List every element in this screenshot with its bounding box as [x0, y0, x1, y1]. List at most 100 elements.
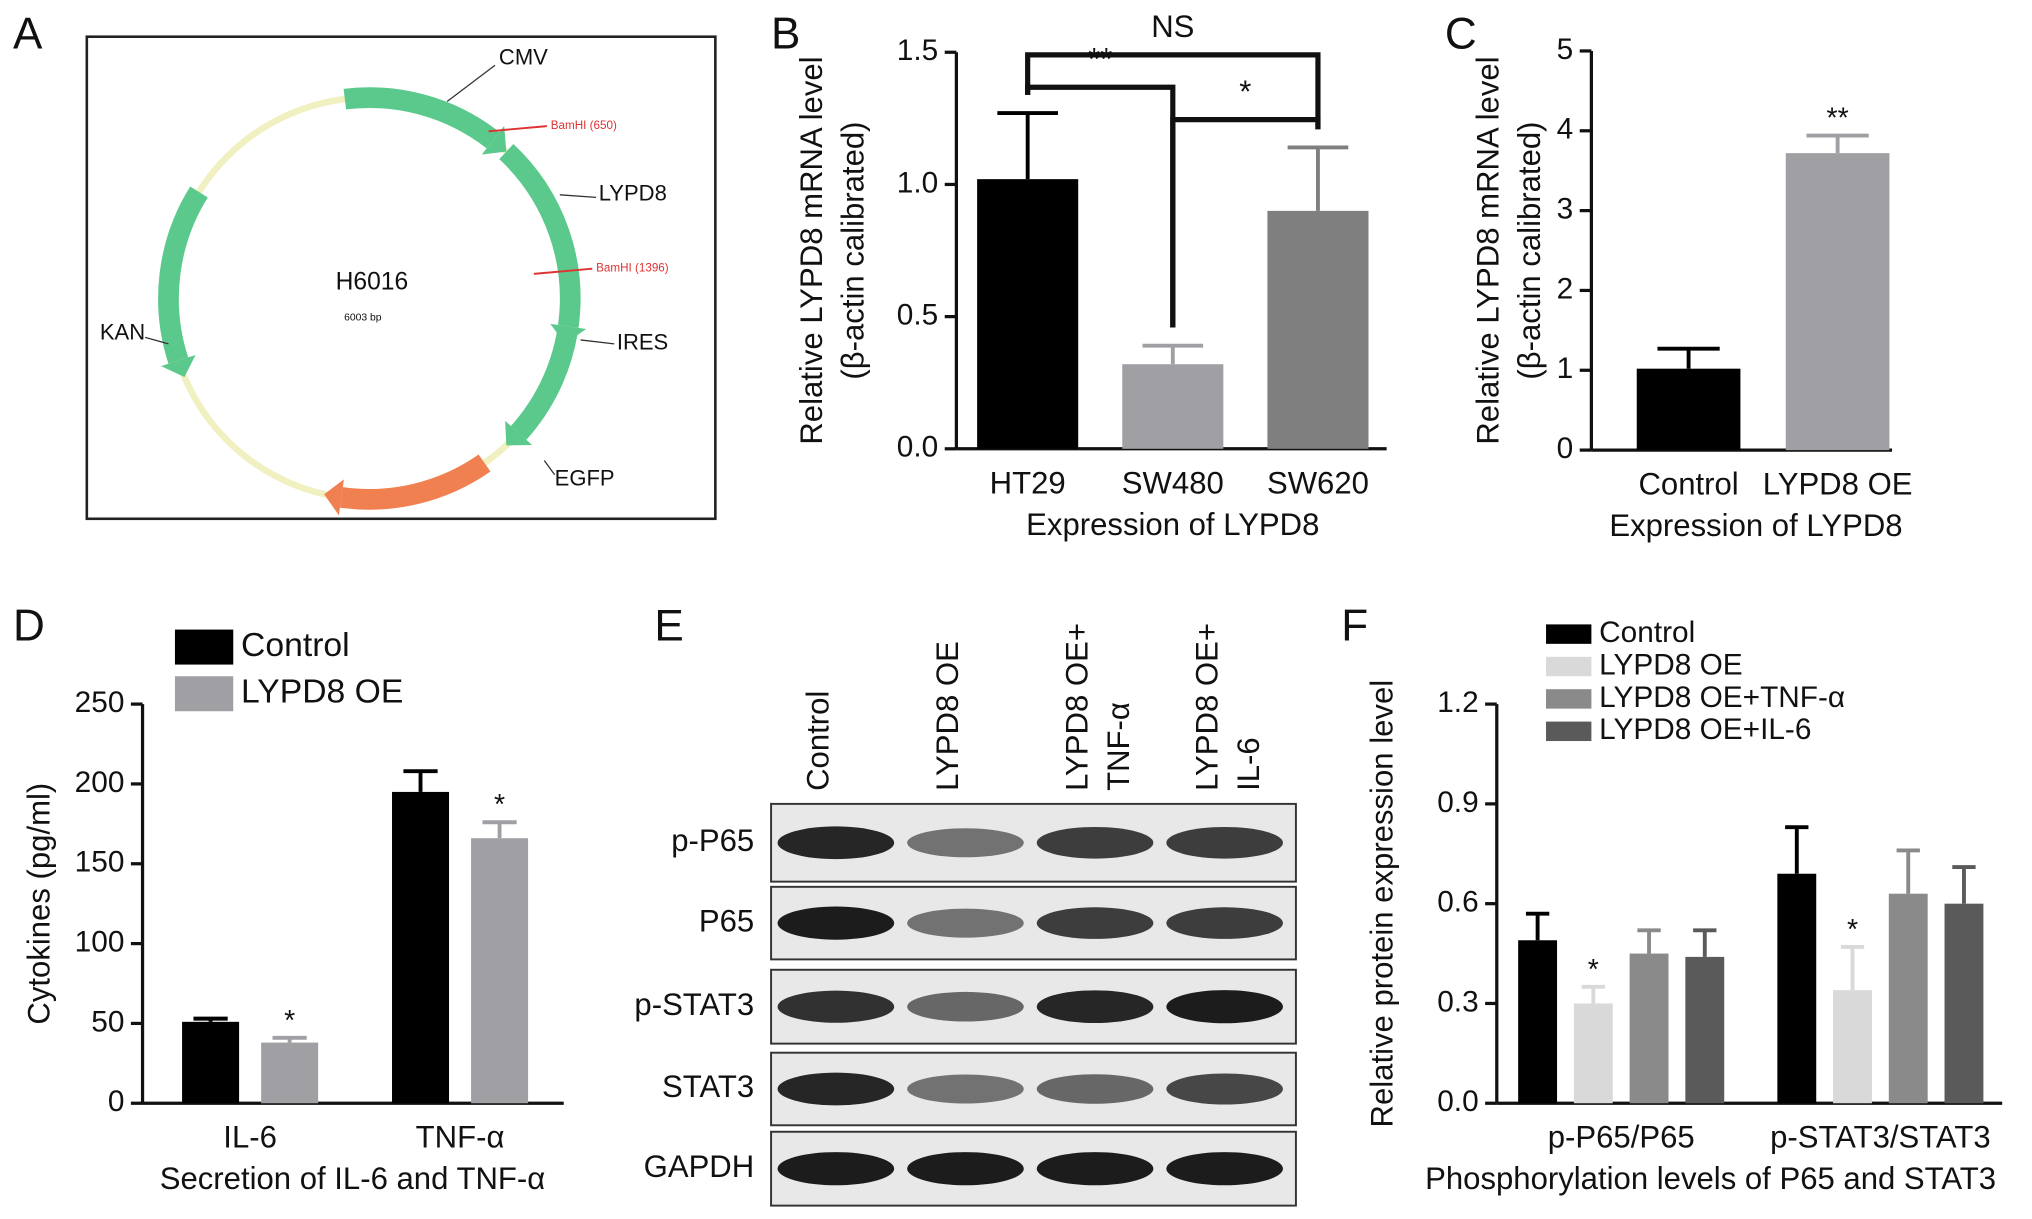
- lane-label: LYPD8 OE: [930, 641, 965, 791]
- feature-arrowhead: [505, 420, 533, 446]
- legend-label: LYPD8 OE+IL-6: [1599, 713, 1811, 746]
- x-tick-label: p-P65/P65: [1548, 1120, 1695, 1155]
- legend-label: LYPD8 OE: [241, 674, 403, 711]
- lane-label: IL-6: [1231, 737, 1266, 791]
- x-tick-label: HT29: [990, 465, 1066, 500]
- plasmid-size: 6003 bp: [344, 313, 382, 324]
- y-tick-label: 100: [75, 925, 125, 958]
- legend-swatch: [1546, 721, 1592, 742]
- y-tick-label: 2: [1557, 272, 1574, 305]
- lane-label: LYPD8 OE+: [1189, 623, 1224, 791]
- feature-label: LYPD8: [599, 181, 667, 206]
- leader-line: [559, 194, 597, 199]
- blot-band: [777, 1152, 895, 1186]
- legend-swatch: [174, 676, 234, 712]
- y-tick-label: 200: [75, 766, 125, 799]
- y-tick-label: 150: [75, 846, 125, 879]
- x-tick-label: SW480: [1122, 465, 1224, 500]
- x-tick-label: LYPD8 OE: [1763, 467, 1913, 502]
- panel-label: C: [1445, 9, 1477, 58]
- x-axis-title: Expression of LYPD8: [1609, 508, 1902, 543]
- y-tick-label: 0.5: [897, 298, 938, 331]
- row-label: p-P65: [671, 823, 754, 858]
- y-axis-title: Relative LYPD8 mRNA level: [1471, 56, 1506, 444]
- blot-band: [1166, 1073, 1283, 1105]
- y-axis-title: Cytokines (pg/ml): [22, 783, 57, 1025]
- y-tick-label: 0.6: [1437, 886, 1478, 919]
- significance-label: **: [1088, 42, 1112, 77]
- y-tick-label: 0: [108, 1085, 125, 1118]
- y-tick-label: 0.0: [897, 431, 938, 464]
- significance-bracket: [1025, 52, 1321, 130]
- bar: [1777, 873, 1817, 1104]
- leader-line: [580, 339, 615, 345]
- blot-band: [1166, 990, 1283, 1024]
- site-line: [488, 125, 547, 133]
- lane-label: LYPD8 OE+: [1060, 623, 1095, 791]
- blot-band: [907, 1074, 1024, 1104]
- y-axis-title: Relative LYPD8 mRNA level: [794, 56, 829, 444]
- bar: [1629, 953, 1669, 1104]
- blot-band: [907, 908, 1024, 938]
- row-label: STAT3: [662, 1069, 754, 1104]
- bar: [261, 1042, 319, 1104]
- blot-band: [777, 1072, 895, 1106]
- lane-label: Control: [801, 691, 836, 791]
- row-label: GAPDH: [644, 1149, 755, 1184]
- legend-swatch: [1546, 656, 1592, 677]
- y-tick-label: 1.2: [1437, 686, 1478, 719]
- feature-label: KAN: [100, 319, 145, 344]
- bar: [1944, 903, 1984, 1104]
- significance-label: *: [284, 1005, 295, 1037]
- blot-band: [777, 990, 895, 1023]
- significance-label: *: [1847, 914, 1858, 946]
- legend-label: LYPD8 OE: [1599, 648, 1743, 681]
- bar: [392, 791, 450, 1104]
- bar: [471, 838, 529, 1104]
- panel-label: D: [13, 602, 45, 651]
- panel-label: A: [13, 9, 43, 58]
- blot-band: [777, 906, 895, 940]
- y-tick-label: 1: [1557, 352, 1574, 385]
- blot-band: [1166, 1152, 1283, 1186]
- y-tick-label: 5: [1557, 33, 1574, 66]
- feature-arrowhead: [481, 125, 507, 155]
- significance-label: *: [494, 789, 505, 821]
- x-axis-title: Expression of LYPD8: [1026, 507, 1319, 542]
- y-tick-label: 0.0: [1437, 1085, 1478, 1118]
- blot-band: [1036, 907, 1154, 939]
- feature-arrowhead: [161, 354, 196, 377]
- x-axis-title: Phosphorylation levels of P65 and STAT3: [1425, 1161, 1996, 1196]
- significance-label: *: [1588, 954, 1599, 986]
- legend-swatch: [1546, 624, 1592, 644]
- bar: [1888, 893, 1928, 1104]
- bar: [977, 179, 1079, 449]
- bar: [1267, 210, 1369, 449]
- feature-label: CMV: [499, 45, 548, 70]
- blot-band: [1036, 826, 1154, 859]
- x-tick-label: TNF-α: [416, 1120, 505, 1155]
- y-tick-label: 0.9: [1437, 786, 1478, 819]
- bar: [1636, 368, 1741, 451]
- western-blot: Control LYPD8 OE LYPD8 OE+ TNF-α LYPD8 OE+ IL…: [634, 623, 1297, 1207]
- feature-arc: [499, 143, 581, 328]
- legend-swatch: [174, 629, 234, 665]
- lane-label: TNF-α: [1101, 702, 1136, 791]
- x-tick-label: IL-6: [223, 1120, 277, 1155]
- x-tick-label: Control: [1638, 467, 1738, 502]
- legend-label: LYPD8 OE+TNF-α: [1599, 681, 1845, 714]
- y-tick-label: 250: [75, 686, 125, 719]
- blot-band: [907, 991, 1024, 1022]
- blot-band: [777, 826, 895, 860]
- y-tick-label: 3: [1557, 192, 1574, 225]
- feature-arc: [510, 331, 578, 440]
- y-tick-label: 0: [1557, 432, 1574, 465]
- significance-label: **: [1827, 103, 1849, 135]
- row-label: P65: [699, 903, 754, 938]
- y-axis-title: (β-actin calibrated): [1512, 121, 1547, 379]
- bar: [1785, 153, 1890, 451]
- plasmid-frame: [85, 35, 717, 521]
- legend-label: Control: [241, 627, 350, 664]
- bar: [1573, 1003, 1613, 1104]
